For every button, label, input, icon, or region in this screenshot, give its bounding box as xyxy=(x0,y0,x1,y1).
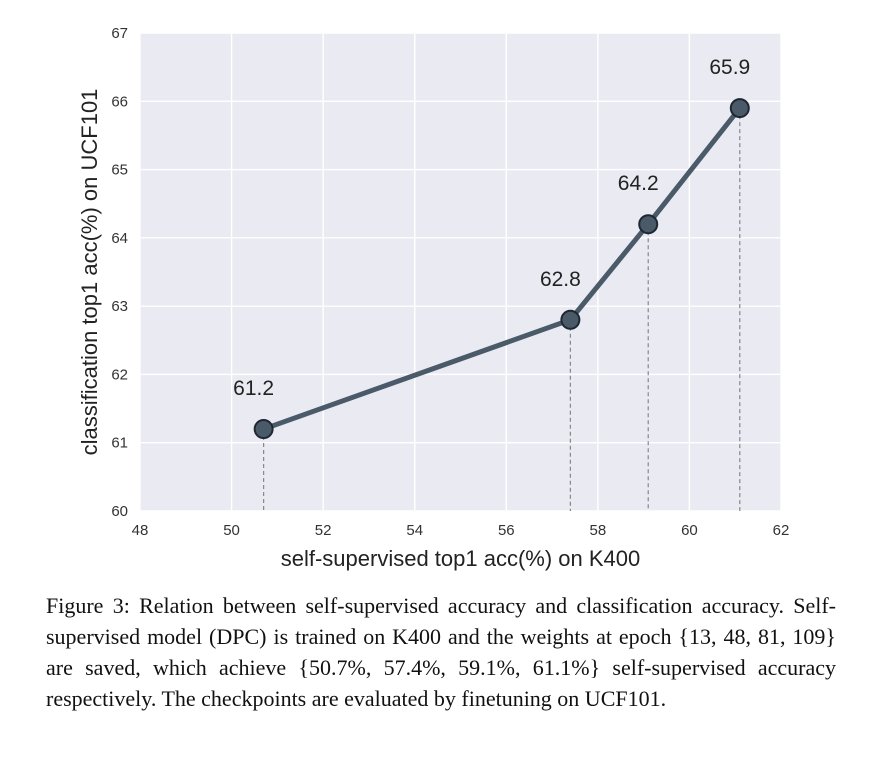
x-tick-label: 54 xyxy=(406,522,423,539)
x-tick-label: 62 xyxy=(773,522,790,539)
x-tick-label: 60 xyxy=(681,522,698,539)
y-tick-label: 66 xyxy=(111,93,128,110)
y-tick-label: 60 xyxy=(111,503,128,520)
y-tick-label: 63 xyxy=(111,298,128,315)
y-tick-label: 64 xyxy=(111,230,128,247)
data-points xyxy=(253,98,750,440)
line-chart: 60 61 62 63 64 65 66 67 48 50 52 54 56 58 60 62 61.2 62… xyxy=(77,25,790,571)
y-axis-label: classification top1 acc(%) on UCF101 xyxy=(77,89,102,456)
data-point xyxy=(253,419,274,440)
x-tick-label: 58 xyxy=(590,522,607,539)
data-label: 62.8 xyxy=(540,268,581,291)
plot-area xyxy=(140,33,781,511)
x-axis-label: self-supervised top1 acc(%) on K400 xyxy=(281,546,641,571)
grid-lines xyxy=(139,32,782,512)
data-point xyxy=(638,214,659,235)
data-labels: 61.2 62.8 64.2 65.9 xyxy=(233,56,750,400)
y-tick-label: 61 xyxy=(111,435,128,452)
data-point xyxy=(729,98,750,119)
x-tick-label: 56 xyxy=(498,522,515,539)
y-tick-labels: 60 61 62 63 64 65 66 67 xyxy=(111,25,128,520)
data-label: 64.2 xyxy=(618,172,659,195)
data-label: 61.2 xyxy=(233,377,274,400)
y-tick-label: 67 xyxy=(111,25,128,42)
data-label: 65.9 xyxy=(709,56,750,79)
figure-caption: Figure 3: Relation between self-supervis… xyxy=(46,593,836,711)
x-tick-labels: 48 50 52 54 56 58 60 62 xyxy=(132,522,790,539)
series-line xyxy=(262,106,742,432)
y-tick-label: 62 xyxy=(111,366,128,383)
data-point xyxy=(560,309,581,330)
x-tick-label: 50 xyxy=(223,522,240,539)
x-tick-label: 48 xyxy=(132,522,149,539)
y-tick-label: 65 xyxy=(111,162,128,179)
x-tick-label: 52 xyxy=(315,522,332,539)
drop-lines xyxy=(263,108,741,511)
